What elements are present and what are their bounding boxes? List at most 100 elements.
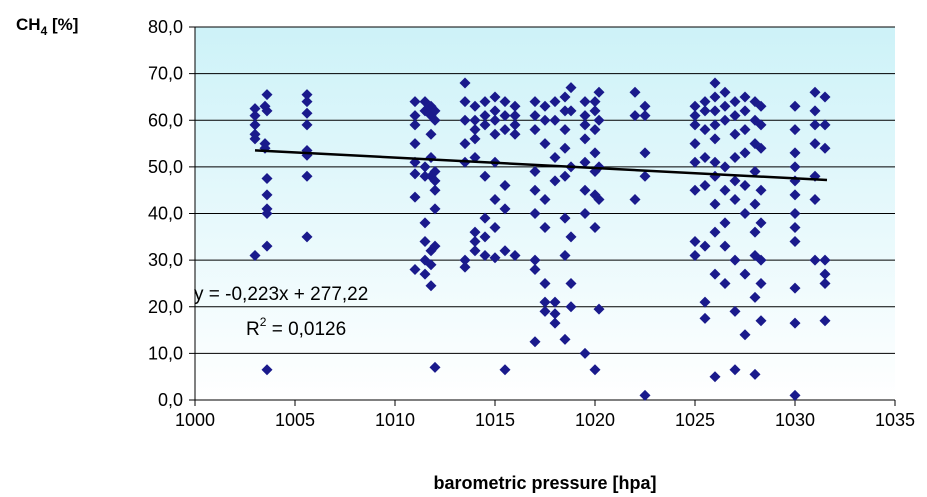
data-point [593,86,605,98]
data-point [559,91,571,103]
data-point [639,170,651,182]
data-point [689,156,701,168]
data-point [699,296,711,308]
data-point [249,249,261,261]
r-squared-prefix: R [246,319,260,340]
y-axis-label-main: CH [16,15,41,34]
data-point [301,170,313,182]
data-point [579,184,591,196]
data-point [249,103,261,115]
data-point [789,235,801,247]
data-point [729,364,741,376]
data-point [429,361,441,373]
y-tick-label: 70,0 [148,64,183,84]
data-point [789,124,801,136]
data-point [301,96,313,108]
data-point [459,261,471,273]
data-point [429,166,441,178]
data-point [539,296,551,308]
data-point [539,305,551,317]
data-point [565,277,577,289]
data-point [549,114,561,126]
data-point [719,277,731,289]
data-point [409,168,421,180]
data-point [739,180,751,192]
data-point [549,317,561,329]
data-point [301,107,313,119]
data-point [755,277,767,289]
data-point [539,194,551,206]
x-axis-label: barometric pressure [hpa] [433,473,656,493]
data-point [261,105,273,117]
data-point [261,89,273,101]
data-point [529,208,541,219]
data-point [689,184,701,196]
regression-equation: y = -0,223x + 277,22 [194,284,368,305]
data-point [729,128,741,140]
data-point [499,364,511,376]
data-point [709,268,721,280]
data-point [749,166,761,178]
data-point [593,161,605,173]
data-point [529,96,541,108]
data-point [429,240,441,252]
data-point [259,138,271,150]
data-point [539,100,551,112]
data-point [559,124,571,136]
data-point [749,291,761,303]
data-point [579,347,591,359]
data-point [739,208,751,219]
data-point [479,96,491,108]
data-point [409,138,421,150]
data-point [529,336,541,348]
data-point [739,147,751,159]
data-point [499,96,511,108]
data-point [809,105,821,117]
data-point [809,138,821,150]
y-tick-label: 60,0 [148,110,183,130]
data-point [539,138,551,150]
data-point [529,184,541,196]
data-point [579,110,591,122]
data-point [589,147,601,159]
data-point [459,77,471,89]
data-point [819,277,831,289]
data-point [699,312,711,324]
data-point [489,105,501,117]
data-point [249,119,261,131]
data-point [819,91,831,103]
data-point [459,254,471,266]
data-point [469,152,481,164]
data-point [469,226,481,238]
r-squared-value: = 0,0126 [266,319,346,340]
data-point [559,333,571,345]
data-point [579,156,591,168]
data-point [261,364,273,376]
data-point [589,124,601,136]
data-point [729,254,741,266]
data-point [729,152,741,164]
data-point [755,315,767,327]
data-point [489,128,501,140]
data-point [809,254,821,266]
data-point [729,175,741,187]
data-point [589,221,601,233]
data-point [529,166,541,178]
y-axis-label: CH4 [%] [16,15,78,38]
data-point [425,128,437,140]
data-point [739,124,751,136]
data-point [419,235,431,247]
data-point [509,100,521,112]
data-point [689,235,701,247]
data-point [755,119,767,131]
data-point [419,161,431,173]
data-point [479,212,491,224]
x-tick-labels: 1000 1005 1010 1015 1020 1025 1030 1035 [175,410,915,430]
data-point [579,119,591,131]
data-point [629,194,641,206]
x-tick-label: 1035 [875,410,915,430]
data-point [755,217,767,229]
data-point [419,217,431,229]
data-point [809,119,821,131]
data-point [549,308,561,320]
